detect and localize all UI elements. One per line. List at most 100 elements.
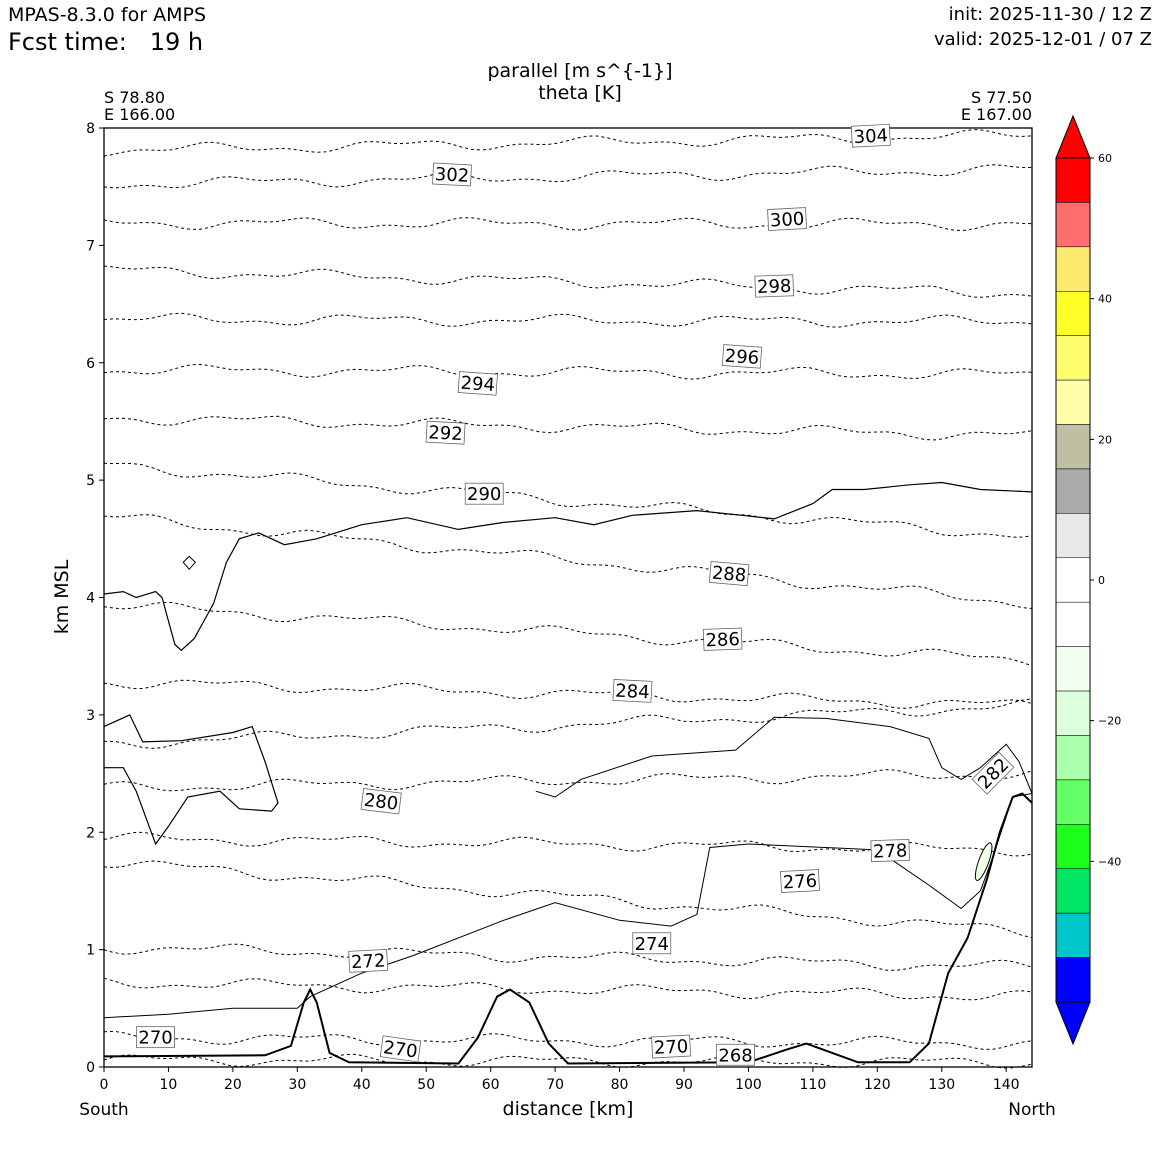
y-tick-label-4: 4 — [86, 591, 95, 607]
theta-label-298-3: 298 — [754, 274, 794, 298]
theta-label-box — [651, 1034, 692, 1059]
theta-label-text: 298 — [757, 276, 792, 298]
theta-label-box — [870, 838, 910, 863]
colorbar-tick-label-5: −40 — [1098, 855, 1121, 868]
wind-contour-island — [182, 555, 196, 571]
theta-label-box — [721, 344, 763, 369]
y-tick-label-2: 2 — [86, 825, 95, 841]
section-start-lat: S 78.80 — [104, 88, 166, 107]
theta-label-box — [432, 162, 472, 187]
theta-isentrope-282 — [104, 698, 1033, 749]
colorbar-swatch-4 — [1055, 335, 1091, 381]
theta-label-text: 270 — [138, 1028, 172, 1049]
theta-label-296-4: 296 — [721, 344, 763, 369]
forecast-time-label: Fcst time: — [8, 28, 127, 56]
colorbar-swatch-3 — [1055, 291, 1091, 336]
theta-label-text: 290 — [467, 484, 501, 505]
terrain-profile — [103, 792, 1033, 1065]
theta-label-text: 292 — [428, 422, 463, 445]
theta-label-270-18: 270 — [379, 1035, 422, 1063]
x-tick-label-90: 90 — [675, 1077, 693, 1093]
north-end-label: North — [1008, 1100, 1056, 1120]
theta-isentrope-274 — [103, 943, 1033, 971]
colorbar-swatch-5 — [1055, 379, 1091, 425]
model-title: MPAS-8.3.0 for AMPS — [8, 4, 207, 26]
theta-label-text: 280 — [363, 790, 400, 815]
theta-label-text: 286 — [705, 629, 740, 651]
theta-label-box — [464, 482, 504, 505]
colorbar-swatch-18 — [1055, 957, 1091, 1003]
theta-label-text: 294 — [460, 373, 496, 396]
section-start-coords: S 78.80 E 166.00 — [104, 89, 175, 123]
x-tick-label-80: 80 — [611, 1077, 629, 1093]
theta-label-284-10: 284 — [612, 679, 653, 704]
theta-label-box — [360, 788, 402, 815]
colorbar-swatch-1 — [1055, 202, 1091, 248]
south-end-label: South — [79, 1100, 129, 1120]
theta-isentrope-290 — [103, 462, 1033, 538]
colorbar-swatch-15 — [1055, 824, 1091, 869]
colorbar-max-extension — [1055, 114, 1091, 159]
theta-label-text: 302 — [434, 164, 469, 187]
colorbar-swatch-9 — [1055, 557, 1091, 603]
theta-label-text: 284 — [615, 681, 650, 704]
theta-label-302-1: 302 — [432, 162, 472, 187]
theta-label-text: 278 — [873, 840, 908, 862]
colorbar-swatch-8 — [1055, 513, 1091, 559]
theta-label-box — [754, 274, 794, 298]
theta-label-box — [716, 1043, 755, 1066]
colorbar-tick-label-0: 60 — [1098, 152, 1112, 165]
section-end-lat: S 77.50 — [970, 88, 1032, 107]
x-tick-label-40: 40 — [353, 1077, 371, 1093]
y-tick-label-8: 8 — [86, 121, 95, 137]
theta-label-276-14: 276 — [780, 869, 820, 894]
colorbar-min-extension — [1055, 1001, 1091, 1046]
section-start-lon: E 166.00 — [104, 105, 176, 124]
theta-label-288-8: 288 — [708, 560, 750, 587]
x-tick-label-140: 140 — [993, 1077, 1020, 1093]
x-tick-label-60: 60 — [482, 1077, 500, 1093]
plot-area — [104, 128, 1032, 1067]
theta-label-text: 270 — [382, 1037, 419, 1063]
theta-label-text: 268 — [718, 1045, 752, 1066]
chart-title-line-2: theta [K] — [538, 82, 622, 104]
theta-label-278-13: 278 — [870, 838, 910, 863]
theta-label-box — [379, 1035, 422, 1063]
x-tick-label-110: 110 — [800, 1077, 827, 1093]
theta-label-290-7: 290 — [464, 482, 504, 505]
theta-label-292-6: 292 — [425, 420, 466, 445]
theta-label-270-19: 270 — [651, 1034, 692, 1059]
theta-isentrope-286 — [103, 601, 1033, 667]
y-tick-label-5: 5 — [86, 473, 95, 489]
theta-label-box — [632, 932, 672, 955]
y-tick-label-6: 6 — [86, 356, 95, 372]
theta-isentrope-296 — [103, 312, 1033, 328]
x-tick-label-130: 130 — [928, 1077, 955, 1093]
theta-isentrope-272 — [103, 977, 1033, 1001]
theta-isentrope-278 — [103, 831, 1033, 857]
theta-label-box — [425, 420, 466, 445]
colorbar-swatch-17 — [1055, 912, 1091, 958]
theta-label-text: 288 — [711, 563, 747, 587]
theta-isentrope-280 — [103, 769, 1033, 792]
theta-label-box — [457, 371, 498, 396]
y-tick-label-3: 3 — [86, 708, 95, 724]
x-tick-label-30: 30 — [288, 1077, 306, 1093]
valid-time: valid: 2025-12-01 / 07 Z — [934, 29, 1152, 50]
theta-label-text: 274 — [635, 934, 669, 955]
theta-isentrope-304 — [103, 129, 1033, 157]
colorbar-tick-label-2: 20 — [1098, 433, 1112, 446]
x-tick-label-100: 100 — [735, 1077, 762, 1093]
colorbar-swatch-0 — [1055, 157, 1091, 203]
theta-label-text: 276 — [782, 871, 817, 894]
colorbar-swatch-16 — [1055, 868, 1091, 914]
x-tick-label-0: 0 — [100, 1077, 109, 1093]
x-tick-label-120: 120 — [864, 1077, 891, 1093]
theta-isentrope-288 — [103, 514, 1033, 609]
colorbar-swatch-2 — [1055, 246, 1091, 292]
y-tick-label-1: 1 — [86, 943, 95, 959]
theta-label-300-2: 300 — [767, 207, 808, 231]
colorbar-swatch-7 — [1055, 468, 1091, 514]
theta-isentrope-284 — [103, 679, 1033, 709]
theta-label-box — [348, 948, 389, 973]
